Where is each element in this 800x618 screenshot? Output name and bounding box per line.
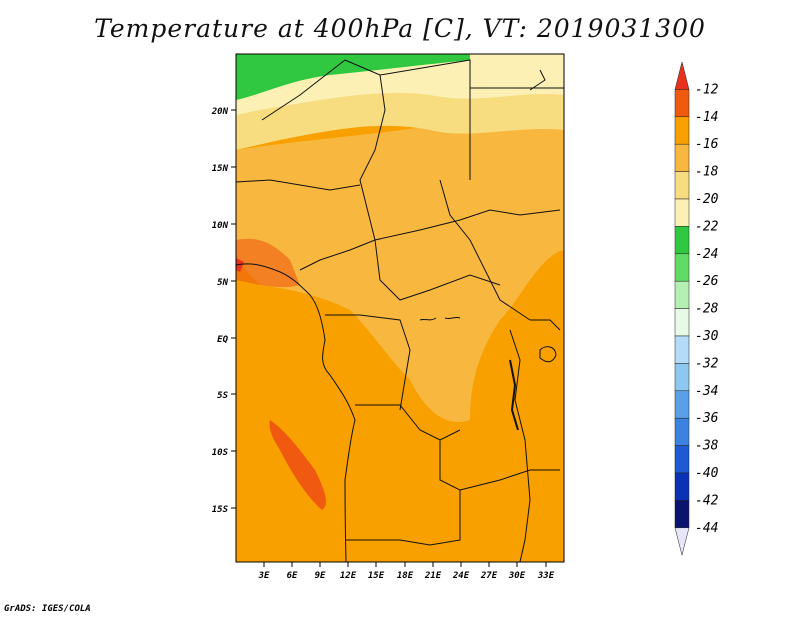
lake-victoria — [539, 346, 557, 363]
border-o — [529, 69, 546, 91]
colorbar-swatch — [674, 116, 690, 145]
lon-tick-label: 24E — [452, 571, 470, 581]
border-g — [439, 179, 531, 321]
credit-text: GrADS: IGES/COLA — [4, 604, 91, 614]
colorbar-label: -32 — [695, 356, 719, 371]
colorbar-swatch — [674, 445, 690, 474]
lat-tick-label: 15S — [212, 505, 229, 515]
lat-tick-label: 5S — [217, 391, 228, 401]
colorbar-label: -24 — [695, 247, 718, 262]
colorbar-swatch — [674, 417, 690, 446]
colorbar-swatch — [674, 390, 690, 419]
plot-frame — [235, 53, 565, 563]
colorbar-triangle-bottom — [674, 527, 690, 556]
colorbar-label: -12 — [695, 82, 719, 97]
border-l — [459, 469, 560, 491]
temperature-field — [236, 54, 564, 562]
colorbar-triangle-top — [674, 61, 690, 90]
lon-tick-label: 6E — [287, 571, 298, 581]
colorbar-swatch — [674, 171, 690, 200]
lat-tick-label: 5N — [217, 278, 228, 288]
colorbar-swatch — [674, 89, 690, 118]
lat-tick-label: 20N — [211, 107, 229, 117]
colorbar-label: -16 — [695, 137, 719, 152]
border-j — [355, 404, 461, 441]
colorbar-swatch — [674, 143, 690, 172]
colorbar-swatch — [674, 500, 690, 529]
lat-axis: 20N 15N 10N 5N EQ 5S 10S 15S — [211, 107, 236, 515]
colorbar: -12 -14 -16 -18 -20 -22 -24 -26 -28 -30 -32 -34 -36 -… — [674, 61, 719, 556]
coastline — [236, 263, 356, 562]
lon-tick-label: 15E — [368, 571, 385, 581]
lon-tick-label: 30E — [508, 571, 526, 581]
map-title: Temperature at 400hPa [C], VT: 201903130… — [94, 14, 706, 43]
colorbar-swatch — [674, 198, 690, 227]
country-borders — [236, 59, 564, 562]
border-h — [299, 239, 501, 301]
lon-tick-label: 27E — [480, 571, 498, 581]
field-warm-patch-west — [236, 238, 300, 288]
colorbar-label: -20 — [695, 192, 719, 207]
colorbar-swatch — [674, 363, 690, 392]
lon-tick-label: 12E — [340, 571, 357, 581]
border-b — [261, 59, 346, 121]
field-minus22-band — [236, 54, 470, 100]
colorbar-swatch — [674, 472, 690, 501]
lon-tick-label: 18E — [397, 571, 414, 581]
border-f — [374, 209, 561, 241]
colorbar-label: -18 — [695, 165, 719, 180]
border-k — [345, 440, 461, 546]
colorbar-swatch — [674, 280, 690, 309]
lake-tanganyika — [509, 359, 519, 431]
colorbar-label: -40 — [695, 466, 719, 481]
colorbar-label: -14 — [695, 110, 718, 125]
lat-tick-label: 10N — [212, 221, 229, 231]
lon-tick-label: 21E — [424, 571, 442, 581]
colorbar-swatch — [674, 226, 690, 255]
colorbar-swatch — [674, 308, 690, 337]
colorbar-label: -26 — [695, 274, 719, 289]
lat-tick-label: 15N — [212, 164, 229, 174]
colorbar-label: -36 — [695, 411, 719, 426]
colorbar-label: -28 — [695, 302, 719, 317]
lon-tick-label: 33E — [537, 571, 555, 581]
border-c — [379, 59, 471, 180]
border-n — [530, 319, 561, 331]
lon-tick-label: 9E — [315, 571, 326, 581]
colorbar-label: -44 — [695, 521, 718, 536]
lat-tick-label: EQ — [217, 335, 228, 345]
colorbar-label: -22 — [695, 219, 719, 234]
field-minus14-patch — [269, 420, 326, 510]
lat-tick-label: 10S — [212, 448, 229, 458]
colorbar-label: -34 — [695, 384, 718, 399]
field-minus12-patch — [236, 258, 244, 272]
lon-tick-label: 3E — [258, 571, 270, 581]
border-i — [325, 314, 411, 411]
border-m — [509, 329, 531, 562]
lon-axis: 3E 6E 9E 12E 15E 18E 21E 24E 27E 30E 33E — [258, 562, 555, 581]
colorbar-label: -42 — [695, 493, 719, 508]
colorbar-swatch — [674, 335, 690, 364]
border-e — [236, 179, 361, 191]
colorbar-label: -38 — [695, 439, 719, 454]
colorbar-label: -30 — [695, 329, 719, 344]
lake-marks — [419, 316, 461, 321]
colorbar-swatch — [674, 253, 690, 282]
